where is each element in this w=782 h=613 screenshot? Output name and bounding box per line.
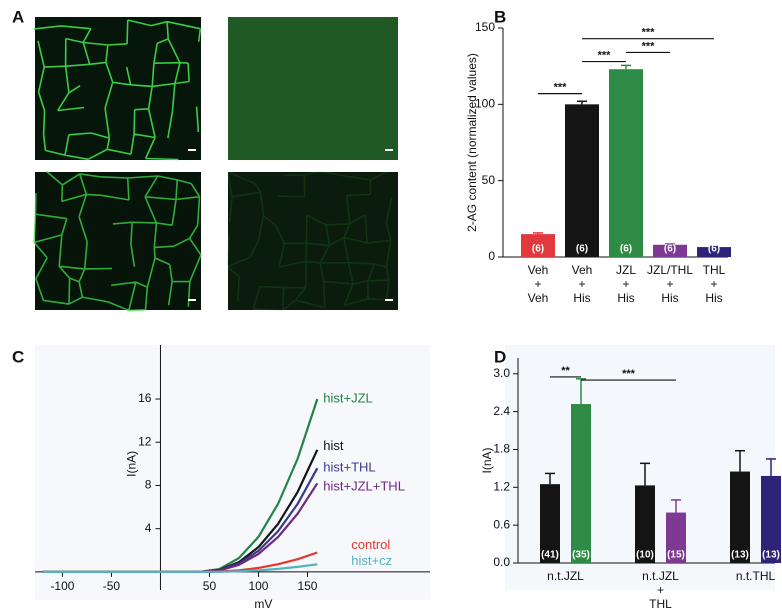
bar — [730, 471, 750, 563]
bar — [666, 512, 686, 563]
x-tick-label: -50 — [103, 579, 121, 593]
x-tick-label: n.t.JZL — [642, 569, 679, 583]
x-tick-label: n.t.THL — [736, 569, 776, 583]
bar — [540, 484, 560, 563]
n-label: (6) — [708, 244, 720, 255]
y-tick-label: 1.8 — [493, 442, 510, 456]
y-tick-label: 100 — [475, 97, 495, 111]
x-tick-label: + — [710, 277, 717, 291]
y-tick-label: 0.6 — [493, 517, 510, 531]
n-label: (6) — [532, 244, 544, 255]
x-tick-label: JZL/THL — [647, 263, 693, 277]
micrographs — [33, 17, 398, 312]
significance-label: ** — [561, 365, 570, 377]
x-tick-label: His — [617, 291, 634, 305]
n-label: (13) — [762, 550, 780, 561]
series-label: hist+cz — [351, 553, 392, 568]
y-axis-label: I(nA) — [125, 451, 139, 477]
y-tick-label: 0.0 — [493, 555, 510, 569]
series-label: hist+JZL — [323, 390, 373, 405]
bar — [565, 104, 599, 257]
bar — [571, 404, 591, 563]
panel-label: C — [12, 347, 24, 366]
y-tick-label: 4 — [145, 521, 152, 535]
series-label: hist — [323, 438, 344, 453]
x-tick-label: + — [657, 583, 664, 597]
n-label: (15) — [667, 550, 685, 561]
series-label: control — [351, 537, 390, 552]
significance-label: *** — [642, 27, 656, 39]
x-tick-label: JZL — [616, 263, 636, 277]
y-tick-label: 16 — [138, 391, 152, 405]
x-tick-label: + — [534, 277, 541, 291]
y-axis-label: 2-AG content (normalized values) — [465, 53, 479, 232]
y-tick-label: 2.4 — [493, 404, 510, 418]
x-tick-label: 150 — [297, 579, 317, 593]
bar — [609, 69, 643, 257]
x-tick-label: His — [661, 291, 678, 305]
x-tick-label: Veh — [528, 291, 549, 305]
panel-background — [35, 345, 430, 600]
n-label: (13) — [731, 550, 749, 561]
bar — [761, 475, 781, 563]
n-label: (35) — [572, 550, 590, 561]
x-tick-label: + — [578, 277, 585, 291]
panel-label: A — [12, 7, 24, 26]
bar — [635, 485, 655, 563]
n-label: (6) — [664, 244, 676, 255]
x-axis-label: mV — [254, 597, 272, 611]
significance-label: *** — [622, 368, 636, 380]
cell-membranes — [33, 19, 202, 161]
x-tick-label: 100 — [248, 579, 268, 593]
y-tick-label: 3.0 — [493, 366, 510, 380]
x-tick-label: Veh — [572, 263, 593, 277]
significance-label: *** — [642, 40, 656, 52]
x-tick-label: Veh — [528, 263, 549, 277]
y-tick-label: 8 — [145, 478, 152, 492]
cell-membranes — [226, 170, 393, 312]
x-tick-label: -100 — [50, 579, 74, 593]
x-tick-label: n.t.JZL — [547, 569, 584, 583]
x-tick-label: THL — [649, 597, 672, 611]
y-tick-label: 150 — [475, 20, 495, 34]
n-label: (41) — [541, 550, 559, 561]
micrograph — [228, 172, 398, 310]
bar — [653, 244, 687, 257]
n-label: (6) — [576, 244, 588, 255]
series-label: hist+THL — [323, 460, 375, 475]
bar — [697, 247, 731, 257]
panel-label: D — [494, 347, 506, 366]
x-tick-label: + — [666, 277, 673, 291]
y-tick-label: 50 — [482, 173, 496, 187]
bar — [521, 234, 555, 257]
y-tick-label: 0 — [488, 249, 495, 263]
x-tick-label: + — [622, 277, 629, 291]
series-label: hist+JZL+THL — [323, 479, 405, 494]
series-line — [42, 563, 318, 573]
cell-membranes — [33, 170, 202, 312]
significance-label: *** — [554, 82, 568, 94]
significance-label: *** — [598, 49, 612, 61]
x-tick-label: His — [573, 291, 590, 305]
n-label: (6) — [620, 244, 632, 255]
micrograph — [35, 17, 201, 160]
x-tick-label: His — [705, 291, 722, 305]
x-tick-label: 50 — [203, 579, 217, 593]
n-label: (10) — [636, 550, 654, 561]
panel-label: B — [494, 7, 506, 26]
y-tick-label: 1.2 — [493, 479, 510, 493]
micrograph — [228, 17, 398, 160]
y-axis-label: I(nA) — [480, 447, 494, 473]
x-tick-label: THL — [703, 263, 726, 277]
y-tick-label: 12 — [138, 434, 152, 448]
